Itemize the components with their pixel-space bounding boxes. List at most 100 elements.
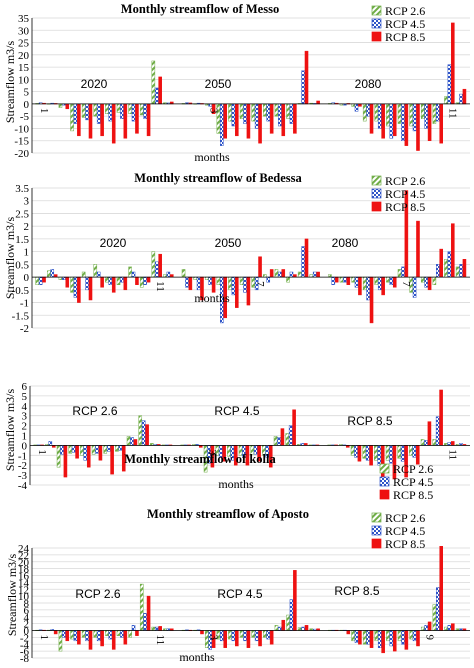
bar-rcp85-2-9 [281, 619, 286, 631]
bar-rcp45-1-11 [154, 261, 159, 278]
bar-rcp26-3-8 [409, 445, 413, 456]
bar-rcp85-3-10 [439, 546, 443, 631]
chart-title: Monthly streamflow of Aposto [147, 507, 309, 521]
bar-rcp45-1-5 [85, 103, 89, 121]
y-tick-label: -0.5 [12, 285, 30, 297]
period-label: 2050 [205, 77, 232, 91]
bar-rcp26-1-4 [70, 630, 74, 640]
legend-swatch [371, 5, 382, 16]
bar-rcp45-2-5 [231, 276, 236, 296]
bar-rcp45-2-7 [254, 630, 259, 642]
bar-rcp85-1-7 [111, 276, 116, 293]
bar-rcp85-2-5 [235, 630, 239, 647]
bar-rcp45-1-7 [108, 103, 113, 122]
bar-rcp85-1-10 [146, 595, 151, 631]
y-tick-label: -2 [20, 323, 29, 335]
bar-rcp45-1-8 [120, 630, 124, 638]
bar-rcp85-2-2 [200, 630, 204, 635]
bar-rcp45-3-10 [436, 103, 440, 122]
bar-rcp45-3-7 [401, 266, 405, 278]
bar-rcp26-3-6 [386, 630, 390, 642]
x-tick-label: 11 [154, 635, 166, 646]
bar-rcp26-3-9 [420, 103, 425, 119]
chart-title: Monthly streamflow of Messo [121, 2, 279, 16]
bar-rcp45-1-4 [73, 630, 78, 642]
bar-rcp26-1-9 [128, 630, 132, 638]
bar-rcp26-2-10 [286, 614, 290, 631]
x-tick-label: 9 [423, 634, 435, 640]
y-tick-label: 20 [18, 557, 30, 569]
bar-rcp26-1-1 [35, 276, 40, 285]
x-tick-label: 11 [447, 108, 459, 119]
legend-label: RCP 4.5 [385, 187, 425, 201]
legend-swatch [379, 463, 390, 474]
x-axis-label: months [179, 650, 215, 664]
y-tick-label: 2.5 [15, 208, 29, 220]
y-tick-label: -6 [20, 646, 30, 658]
bar-rcp45-2-5 [231, 630, 236, 642]
bar-rcp45-1-8 [118, 445, 123, 451]
bar-rcp26-1-6 [93, 103, 98, 117]
bar-rcp26-3-7 [397, 630, 402, 642]
bar-rcp26-3-5 [374, 103, 379, 122]
period-label: 2080 [355, 77, 382, 91]
bar-rcp45-3-5 [377, 445, 382, 466]
bar-rcp26-1-9 [128, 266, 132, 278]
bar-rcp45-3-5 [377, 103, 382, 129]
bar-rcp26-3-9 [420, 439, 425, 446]
y-tick-label: -15 [14, 136, 29, 148]
bar-rcp45-3-4 [366, 276, 370, 301]
bar-rcp26-2-11 [297, 627, 302, 631]
bar-rcp85-1-6 [100, 276, 104, 288]
bar-rcp26-3-10 [432, 604, 437, 631]
bar-rcp45-2-6 [243, 630, 247, 642]
bar-rcp45-3-3 [354, 445, 358, 458]
bar-rcp26-2-10 [286, 276, 290, 283]
bar-rcp85-3-11 [450, 441, 455, 446]
bar-rcp26-1-4 [70, 103, 74, 132]
bar-rcp26-1-5 [81, 271, 86, 278]
bar-rcp45-1-4 [71, 445, 76, 453]
bar-rcp45-3-6 [389, 276, 394, 285]
y-tick-label: -2 [20, 632, 29, 644]
legend-label: RCP 8.5 [385, 537, 425, 551]
bar-rcp45-1-10 [143, 103, 147, 119]
bar-rcp45-2-9 [277, 437, 281, 446]
bar-rcp85-2-8 [269, 103, 274, 134]
bar-rcp45-1-4 [73, 103, 78, 124]
y-tick-label: 0 [24, 99, 30, 111]
bar-rcp85-3-4 [369, 445, 373, 466]
bar-rcp26-2-4 [216, 276, 221, 285]
bar-rcp85-1-11 [158, 76, 162, 105]
bar-rcp45-2-5 [231, 103, 236, 127]
bar-rcp85-1-8 [123, 103, 128, 139]
x-tick-label: 7 [254, 281, 266, 287]
bar-rcp45-2-10 [288, 425, 293, 446]
bar-rcp85-1-7 [110, 445, 114, 475]
bar-rcp45-2-11 [301, 246, 305, 278]
period-label: 2080 [332, 236, 359, 250]
x-tick-label: 3 [207, 634, 219, 640]
legend-swatch [379, 489, 390, 500]
x-tick-label: 11 [447, 449, 459, 460]
y-tick-label: 30 [18, 25, 30, 37]
bar-rcp45-1-6 [96, 103, 101, 124]
bar-rcp26-1-8 [116, 630, 121, 636]
bar-rcp26-1-9 [128, 103, 132, 114]
legend-label: RCP 8.5 [393, 488, 433, 502]
y-tick-label: 20 [18, 50, 30, 62]
y-tick-label: 10 [18, 591, 30, 603]
bar-rcp85-2-7 [258, 630, 262, 647]
bar-rcp85-2-12 [316, 100, 320, 105]
bar-rcp45-2-8 [266, 276, 271, 283]
y-tick-label: 0 [22, 440, 28, 452]
bar-rcp85-1-8 [123, 276, 128, 291]
bar-rcp85-3-3 [358, 276, 362, 296]
bar-rcp85-3-12 [462, 88, 467, 105]
bar-rcp26-1-4 [70, 276, 74, 293]
bar-rcp26-1-9 [126, 436, 131, 446]
